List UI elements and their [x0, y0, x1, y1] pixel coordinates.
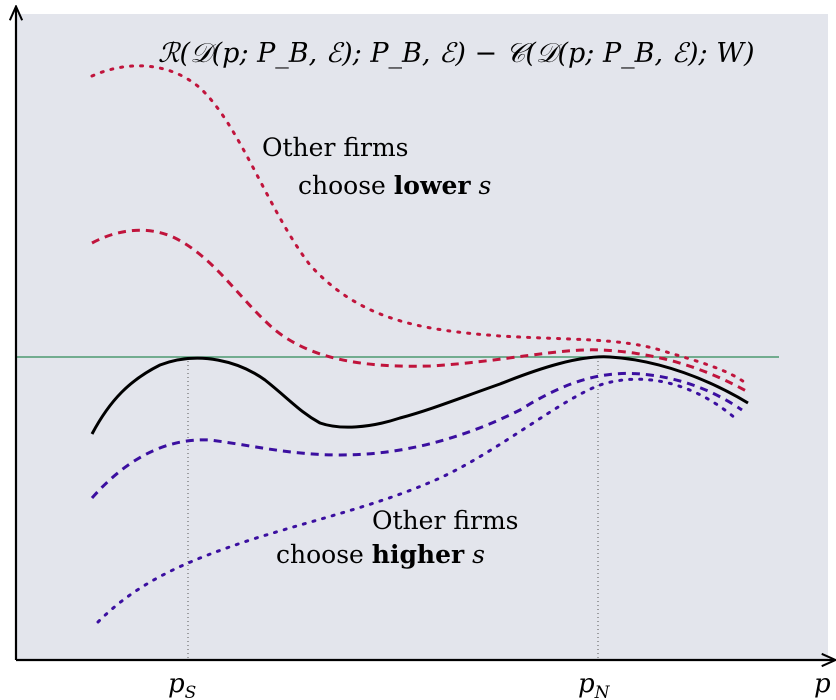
annotation-lower-prefix: choose — [298, 171, 394, 200]
tick-ps-sub: S — [185, 683, 197, 700]
annotation-lower-space — [471, 171, 479, 200]
annotation-lower-bold: lower — [394, 171, 472, 200]
annotation-higher-prefix: choose — [276, 540, 372, 569]
plot-background — [16, 14, 828, 659]
annotation-higher-var: s — [472, 540, 485, 569]
lower-dashed-curve — [90, 371, 743, 499]
x-axis-label: p — [814, 669, 831, 699]
annotation-higher-bold: higher — [372, 540, 465, 569]
upper-dotted-curve — [90, 64, 750, 387]
formula-label: ℛ(𝒟(p; P_B, ℰ); P_B, ℰ) − 𝒞(𝒟(p; P_B, ℰ)… — [158, 38, 754, 69]
annotation-lower-var: s — [479, 171, 492, 200]
tick-ps-main: p — [168, 669, 185, 699]
annotation-higher-line1: Other firms — [372, 506, 519, 535]
tick-pn-sub: N — [594, 683, 611, 700]
annotation-lower-line2: choose lower s — [298, 171, 491, 200]
tick-label-ps: pS — [168, 669, 196, 700]
annotation-higher-space — [464, 540, 472, 569]
tick-label-pn: pN — [578, 669, 611, 700]
lower-dotted-curve — [96, 377, 737, 624]
annotation-lower-line1: Other firms — [262, 133, 409, 162]
upper-dashed-curve — [91, 228, 749, 394]
tick-pn-main: p — [578, 669, 595, 699]
annotation-higher-line2: choose higher s — [276, 540, 485, 569]
main-solid-curve — [90, 355, 749, 435]
